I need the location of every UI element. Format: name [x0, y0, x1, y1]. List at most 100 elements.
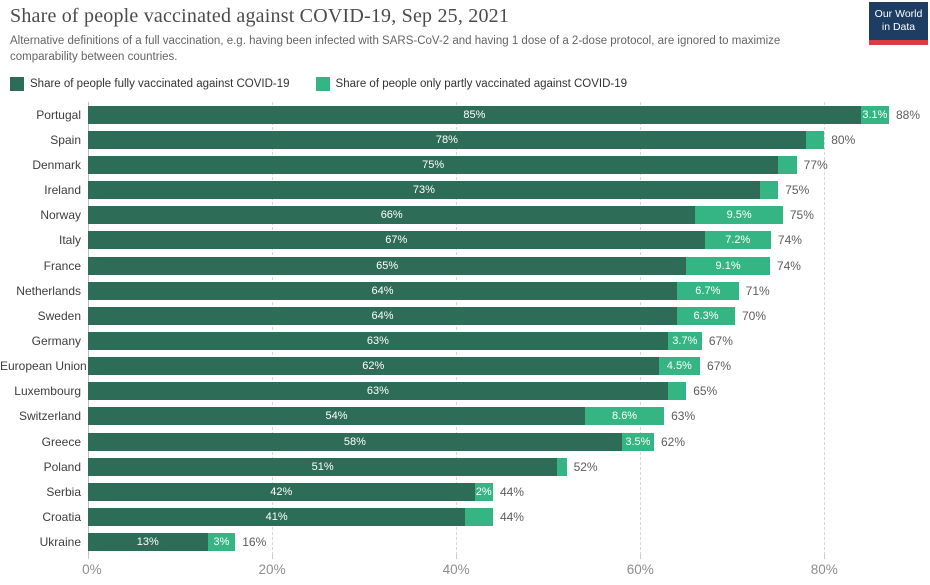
bar-segment-partly[interactable]: 3.5%: [621, 432, 654, 451]
bar-track: 63% 3.7% 67%: [88, 328, 920, 353]
owid-logo-line2: in Data: [881, 21, 916, 33]
bar-value-label: 9.5%: [726, 209, 752, 222]
bar-segment-fully[interactable]: 73%: [88, 181, 760, 200]
bar-value-label: 8.6%: [612, 410, 638, 423]
bar-segment-fully[interactable]: 67%: [88, 231, 705, 250]
bar-segment-partly[interactable]: [805, 130, 825, 149]
bar-segment-partly[interactable]: 9.1%: [686, 256, 770, 275]
table-row: Ukraine 13% 3% 16%: [0, 530, 930, 555]
legend-item-fully[interactable]: Share of people fully vaccinated against…: [10, 77, 290, 92]
bar-segment-fully[interactable]: 54%: [88, 407, 585, 426]
bar-total-label: 75%: [789, 208, 814, 223]
bar-total-label: 16%: [242, 535, 267, 550]
country-label: Switzerland: [18, 409, 81, 424]
bar-segment-partly[interactable]: 7.2%: [704, 231, 771, 250]
country-label: European Union: [0, 359, 87, 374]
table-row: France 65% 9.1% 74%: [0, 253, 930, 278]
bar-segment-partly[interactable]: 3.1%: [860, 105, 889, 124]
bar-segment-partly[interactable]: 8.6%: [584, 407, 665, 426]
bar-segment-partly[interactable]: 9.5%: [695, 206, 783, 225]
country-label: Denmark: [32, 158, 81, 173]
table-row: Denmark 75% 77%: [0, 152, 930, 177]
bar-segment-fully[interactable]: 85%: [88, 105, 861, 124]
bar-total-label: 71%: [745, 283, 770, 298]
axis-tick-label: 0%: [82, 561, 102, 577]
bar-segment-partly[interactable]: 3%: [207, 533, 236, 552]
bar-rows: Portugal 85% 3.1% 88% Spain 78% 80% Denmark 75% 7…: [0, 102, 930, 555]
bar-value-label: 64%: [371, 309, 394, 322]
country-label: Netherlands: [16, 283, 81, 298]
bar-track: 58% 3.5% 62%: [88, 429, 920, 454]
bar-value-label: 3.1%: [862, 108, 888, 121]
bar-segment-partly[interactable]: [557, 457, 567, 476]
bar-chart: Portugal 85% 3.1% 88% Spain 78% 80% Denmark 75% 7…: [0, 102, 930, 585]
bar-segment-fully[interactable]: 13%: [88, 533, 208, 552]
bar-segment-partly[interactable]: 2%: [474, 482, 493, 501]
bar-segment-fully[interactable]: 42%: [88, 482, 475, 501]
bar-value-label: 75%: [422, 159, 445, 172]
bar-segment-fully[interactable]: 58%: [88, 432, 622, 451]
bar-segment-fully[interactable]: 75%: [88, 156, 779, 175]
bar-segment-partly[interactable]: 3.7%: [667, 332, 702, 351]
bar-segment-fully[interactable]: 41%: [88, 508, 466, 526]
legend-item-partly[interactable]: Share of people only partly vaccinated a…: [315, 77, 627, 92]
owid-logo[interactable]: Our World in Data: [869, 2, 928, 45]
bar-track: 62% 4.5% 67%: [88, 354, 920, 379]
table-row: Serbia 42% 2% 44%: [0, 479, 930, 504]
bar-value-label: 13%: [136, 536, 159, 549]
bar-value-label: 64%: [371, 284, 394, 297]
bar-value-label: 2%: [475, 485, 492, 498]
bar-value-label: 85%: [463, 108, 486, 121]
axis-tick-mark: [272, 554, 274, 559]
axis-tick-mark: [88, 554, 89, 559]
bar-segment-fully[interactable]: 62%: [88, 357, 659, 376]
bar-track: 65% 9.1% 74%: [88, 253, 920, 278]
bar-segment-fully[interactable]: 64%: [88, 306, 678, 325]
country-label: Norway: [40, 208, 81, 223]
bar-segment-partly[interactable]: 6.7%: [677, 281, 739, 300]
bar-track: 66% 9.5% 75%: [88, 203, 920, 228]
table-row: Norway 66% 9.5% 75%: [0, 203, 930, 228]
bar-value-label: 6.7%: [695, 284, 721, 297]
axis-tick-mark: [824, 554, 826, 559]
bar-total-label: 44%: [499, 484, 524, 499]
bar-track: 64% 6.7% 71%: [88, 278, 920, 303]
country-label: Italy: [58, 233, 81, 248]
table-row: Netherlands 64% 6.7% 71%: [0, 278, 930, 303]
legend-swatch-icon: [315, 77, 330, 92]
bar-track: 63% 65%: [88, 379, 920, 404]
bar-track: 13% 3% 16%: [88, 530, 920, 555]
legend: Share of people fully vaccinated against…: [0, 65, 930, 92]
bar-total-label: 67%: [708, 334, 733, 349]
bar-value-label: 63%: [366, 335, 389, 348]
table-row: Sweden 64% 6.3% 70%: [0, 303, 930, 328]
bar-segment-partly[interactable]: [778, 156, 797, 175]
bar-segment-partly[interactable]: 4.5%: [658, 357, 701, 376]
bar-segment-fully[interactable]: 63%: [88, 332, 668, 351]
bar-segment-partly[interactable]: [667, 382, 687, 401]
bar-segment-partly[interactable]: 6.3%: [677, 306, 735, 325]
bar-value-label: 78%: [435, 133, 458, 146]
bar-segment-fully[interactable]: 64%: [88, 281, 678, 300]
bar-total-label: 70%: [741, 308, 767, 323]
bar-value-label: 3.5%: [625, 435, 651, 448]
bar-total-label: 88%: [895, 107, 920, 122]
bar-segment-fully[interactable]: 51%: [88, 457, 558, 476]
bar-segment-fully[interactable]: 66%: [88, 206, 696, 225]
table-row: Switzerland 54% 8.6% 63%: [0, 404, 930, 429]
bar-value-label: 6.3%: [693, 309, 719, 322]
bar-value-label: 66%: [380, 209, 403, 222]
bar-track: 85% 3.1% 88%: [88, 102, 920, 127]
chart-header: Share of people vaccinated against COVID…: [0, 0, 930, 65]
chart-subtitle: Alternative definitions of a full vaccin…: [10, 35, 781, 64]
bar-value-label: 4.5%: [666, 360, 692, 373]
bar-segment-fully[interactable]: 78%: [88, 130, 806, 149]
bar-value-label: 3.7%: [672, 335, 698, 348]
table-row: Luxembourg 63% 65%: [0, 379, 930, 404]
table-row: Ireland 73% 75%: [0, 178, 930, 203]
country-label: Poland: [43, 459, 81, 474]
bar-segment-partly[interactable]: [759, 181, 779, 200]
bar-segment-fully[interactable]: 63%: [88, 382, 668, 401]
bar-segment-fully[interactable]: 65%: [88, 256, 687, 275]
bar-segment-partly[interactable]: [465, 508, 493, 526]
